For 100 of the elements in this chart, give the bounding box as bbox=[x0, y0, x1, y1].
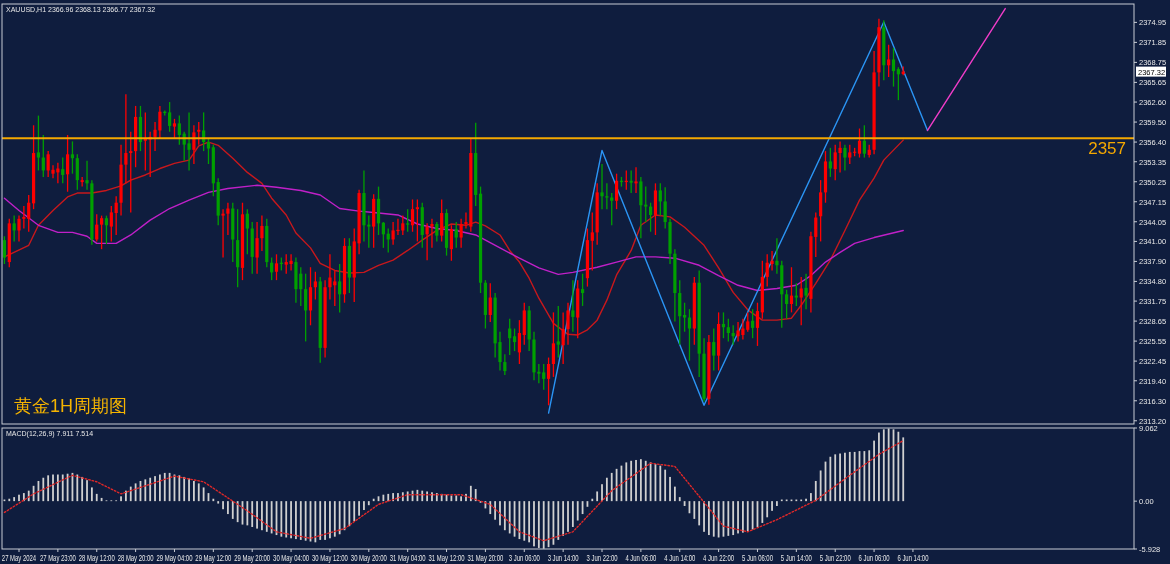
candlestick bbox=[100, 214, 104, 250]
candlestick bbox=[571, 279, 575, 333]
candlestick bbox=[503, 353, 507, 376]
candlestick bbox=[61, 156, 65, 184]
candlestick bbox=[838, 140, 842, 174]
candlestick bbox=[109, 205, 113, 243]
candlestick bbox=[192, 124, 196, 165]
candlestick bbox=[517, 319, 522, 365]
candlestick bbox=[367, 214, 371, 249]
x-tick-label: 30 May 12:00 bbox=[311, 552, 348, 564]
x-tick-label: 28 May 12:00 bbox=[78, 552, 115, 564]
x-tick-label: 4 Jun 14:00 bbox=[664, 552, 696, 564]
candlestick bbox=[124, 93, 128, 184]
candlestick bbox=[36, 114, 41, 172]
candlestick bbox=[828, 147, 832, 178]
x-tick-label: 5 Jun 06:00 bbox=[741, 552, 773, 564]
candlestick bbox=[75, 153, 79, 191]
candlestick bbox=[551, 311, 556, 378]
x-tick-label: 31 May 04:00 bbox=[389, 552, 426, 564]
candlestick bbox=[848, 144, 852, 165]
candlestick bbox=[488, 282, 492, 323]
candlestick bbox=[304, 273, 308, 343]
candlestick bbox=[70, 140, 75, 175]
candlestick bbox=[313, 271, 317, 301]
candlestick bbox=[731, 324, 735, 346]
candlestick bbox=[104, 214, 109, 245]
candlestick bbox=[634, 166, 638, 194]
x-tick-label: 29 May 20:00 bbox=[234, 552, 271, 564]
candlestick bbox=[590, 211, 594, 272]
candlestick bbox=[799, 276, 803, 326]
candlestick bbox=[221, 208, 225, 259]
x-tick-label: 3 Jun 14:00 bbox=[547, 552, 579, 564]
candlestick bbox=[430, 218, 434, 249]
candlestick bbox=[172, 118, 177, 139]
x-tick-label: 31 May 12:00 bbox=[428, 552, 465, 564]
line-series bbox=[3, 184, 904, 292]
candlestick bbox=[401, 214, 405, 236]
candlestick bbox=[410, 198, 415, 233]
candlestick bbox=[580, 273, 585, 307]
candlestick bbox=[168, 101, 172, 133]
candlestick bbox=[177, 114, 181, 146]
candlestick bbox=[639, 176, 643, 239]
candlestick bbox=[512, 327, 517, 352]
candlestick bbox=[751, 308, 755, 339]
candlestick bbox=[678, 279, 682, 346]
candlestick bbox=[129, 131, 133, 214]
candlestick bbox=[406, 208, 410, 233]
candlestick bbox=[226, 202, 230, 236]
candlestick bbox=[289, 253, 293, 272]
candlestick bbox=[187, 111, 191, 172]
candlestick bbox=[794, 282, 798, 307]
candlestick bbox=[440, 198, 444, 243]
candlestick bbox=[726, 318, 730, 343]
candlestick bbox=[785, 289, 789, 320]
candlestick bbox=[605, 182, 609, 210]
candlestick bbox=[158, 105, 162, 139]
x-tick-label: 5 Jun 14:00 bbox=[780, 552, 812, 564]
candlestick bbox=[775, 237, 779, 275]
candlestick bbox=[755, 302, 760, 347]
line-series bbox=[3, 139, 904, 336]
annotation: 黄金1H周期图 bbox=[14, 396, 128, 416]
candlestick bbox=[415, 198, 419, 243]
candlestick bbox=[153, 121, 157, 152]
line-series bbox=[547, 21, 929, 414]
candlestick bbox=[819, 179, 823, 243]
candlestick bbox=[614, 173, 619, 210]
candlestick bbox=[556, 305, 560, 359]
candlestick bbox=[891, 47, 896, 88]
candlestick bbox=[46, 150, 50, 178]
candlestick bbox=[683, 302, 687, 333]
candlestick bbox=[629, 169, 633, 194]
x-tick-label: 31 May 20:00 bbox=[467, 552, 504, 564]
x-tick-label: 29 May 04:00 bbox=[156, 552, 193, 564]
candlestick bbox=[328, 253, 332, 301]
candlestick bbox=[857, 127, 862, 159]
x-tick-label: 4 Jun 22:00 bbox=[703, 552, 735, 564]
x-tick-label: 27 May 2024 bbox=[1, 552, 37, 564]
candlestick bbox=[114, 195, 118, 236]
x-tick-label: 6 Jun 06:00 bbox=[858, 552, 890, 564]
candlestick bbox=[435, 221, 439, 243]
x-tick-label: 4 Jun 06:00 bbox=[625, 552, 657, 564]
candlestick bbox=[862, 124, 866, 159]
candlestick bbox=[51, 164, 55, 179]
candlestick bbox=[206, 137, 211, 165]
candlestick bbox=[22, 205, 26, 230]
candlestick bbox=[663, 186, 667, 230]
candlestick bbox=[308, 266, 313, 326]
ref-line-label: 2357 bbox=[1088, 139, 1126, 159]
candlestick bbox=[85, 160, 89, 191]
x-tick-label: 27 May 23:00 bbox=[39, 552, 76, 564]
candlestick bbox=[721, 311, 726, 339]
candlestick bbox=[459, 218, 463, 249]
candlestick bbox=[12, 214, 16, 243]
candlestick bbox=[65, 134, 70, 193]
candlestick bbox=[843, 144, 847, 172]
candlestick bbox=[17, 214, 21, 243]
candlestick bbox=[255, 221, 259, 275]
candlestick bbox=[197, 121, 201, 146]
candlestick bbox=[454, 221, 458, 249]
candlestick bbox=[274, 253, 279, 281]
